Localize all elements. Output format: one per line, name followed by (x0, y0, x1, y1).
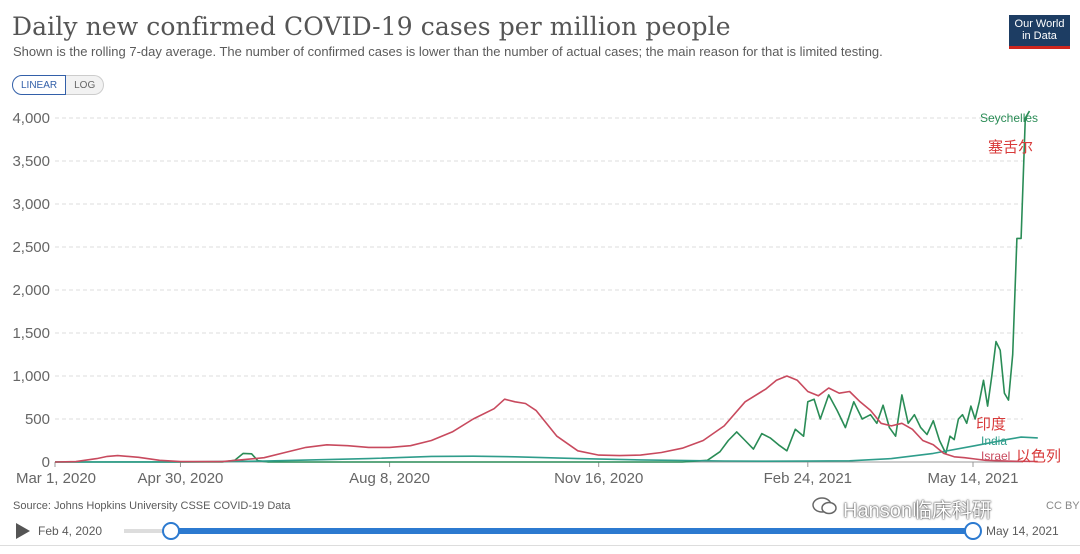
x-tick-label: Nov 16, 2020 (554, 470, 643, 487)
series-line-india (54, 436, 1038, 463)
log-button[interactable]: LOG (66, 75, 105, 95)
x-tick-label: Apr 30, 2020 (138, 470, 224, 487)
chart-subtitle: Shown is the rolling 7-day average. The … (13, 44, 883, 59)
annotation-seychelles: 塞舌尔 (988, 138, 1033, 156)
y-tick-label: 500 (25, 411, 50, 428)
series-label-israel: Israel (981, 449, 1010, 463)
line-chart: 0 500 1,000 1,500 2,000 2,500 3,000 3,500 4,000 M… (12, 110, 1061, 487)
y-tick-label: 2,000 (12, 282, 50, 299)
source-note[interactable]: Source: Johns Hopkins University CSSE CO… (13, 500, 291, 512)
timeline-start-label: Feb 4, 2020 (38, 524, 103, 538)
wechat-icon (812, 497, 837, 515)
y-tick-label: 3,000 (12, 196, 50, 213)
series-line-seychelles (55, 110, 1031, 463)
owid-logo[interactable]: Our World in Data (1009, 15, 1070, 49)
logo-line-2: in Data (1022, 30, 1057, 42)
scale-toggle: LINEAR LOG (12, 75, 105, 95)
timeline-start-handle[interactable] (162, 522, 180, 540)
y-tick-label: 1,500 (12, 325, 50, 342)
chart-title: Daily new confirmed COVID-19 cases per m… (12, 12, 731, 41)
license-label[interactable]: CC BY (1046, 500, 1080, 512)
y-tick-label: 2,500 (12, 239, 50, 256)
timeline-end-handle[interactable] (964, 522, 982, 540)
annotation-israel: 以色列 (1016, 448, 1061, 465)
annotation-india: 印度 (976, 416, 1006, 433)
bottom-tab-bar (0, 545, 1080, 554)
y-tick-label: 0 (42, 454, 50, 471)
series-label-india: India (981, 434, 1007, 448)
watermark-text: Hanson临床科研 (843, 500, 992, 522)
y-tick-label: 4,000 (12, 110, 50, 127)
timeline-slider: Feb 4, 2020 May 14, 2021 (0, 519, 1080, 543)
play-icon[interactable] (16, 523, 30, 539)
logo-line-1: Our World (1014, 18, 1065, 30)
x-tick-label: Aug 8, 2020 (349, 470, 430, 487)
linear-button[interactable]: LINEAR (12, 75, 67, 95)
timeline-end-label: May 14, 2021 (986, 524, 1059, 538)
x-tick-label: Feb 24, 2021 (764, 470, 852, 487)
x-tick-label: Mar 1, 2020 (16, 470, 96, 487)
timeline-range[interactable] (170, 528, 972, 534)
series-line-israel (54, 375, 1038, 463)
y-tick-label: 1,000 (12, 368, 50, 385)
y-tick-label: 3,500 (12, 153, 50, 170)
series-label-seychelles: Seychelles (980, 111, 1038, 125)
x-tick-label: May 14, 2021 (928, 470, 1019, 487)
